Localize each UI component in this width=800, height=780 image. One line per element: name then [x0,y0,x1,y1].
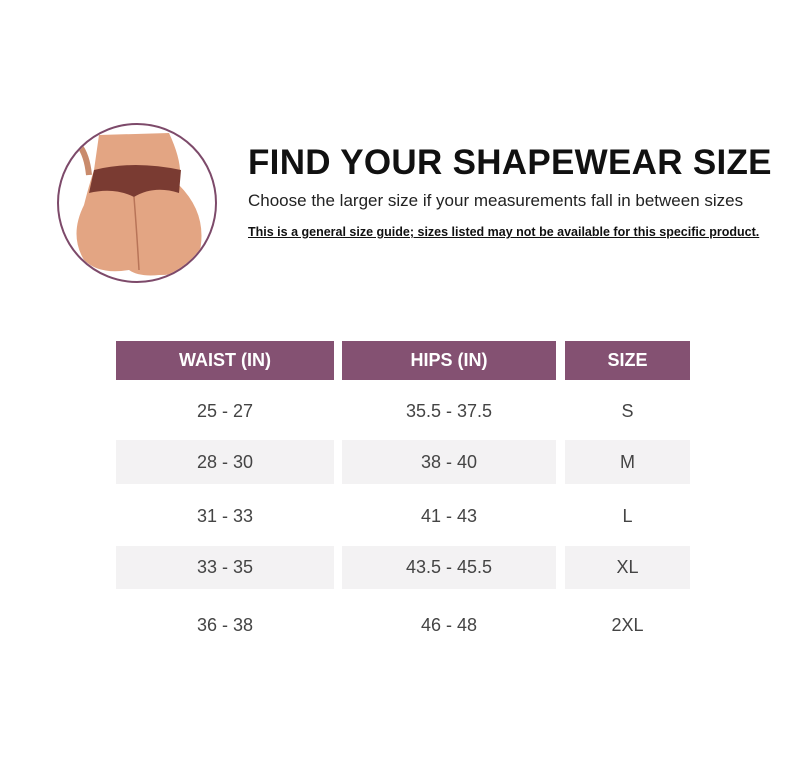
page-subtitle: Choose the larger size if your measureme… [248,191,744,210]
waist-cell: 33 - 35 [116,546,334,589]
size-cell: XL [565,546,690,589]
column-header-size: SIZE [565,341,690,380]
hips-cell: 46 - 48 [420,614,478,635]
size-cell: M [565,440,690,484]
size-cell: 2XL [611,614,644,635]
hips-cell: 43.5 - 45.5 [342,546,556,589]
waist-cell: 31 - 33 [196,505,254,526]
shapewear-model-image [57,123,217,283]
size-cell: S [621,400,634,421]
waist-cell: 36 - 38 [196,614,254,635]
page-title: FIND YOUR SHAPEWEAR SIZE [248,143,772,182]
size-cell: L [622,505,633,526]
hips-cell: 41 - 43 [420,505,478,526]
hips-cell: 38 - 40 [342,440,556,484]
hips-cell: 35.5 - 37.5 [405,400,493,421]
column-header-waist: WAIST (IN) [116,341,334,380]
waist-cell: 28 - 30 [116,440,334,484]
disclaimer-note: This is a general size guide; sizes list… [248,225,760,239]
waist-cell: 25 - 27 [196,400,254,421]
shapewear-model-icon [76,133,202,276]
column-header-hips: HIPS (IN) [342,341,556,380]
